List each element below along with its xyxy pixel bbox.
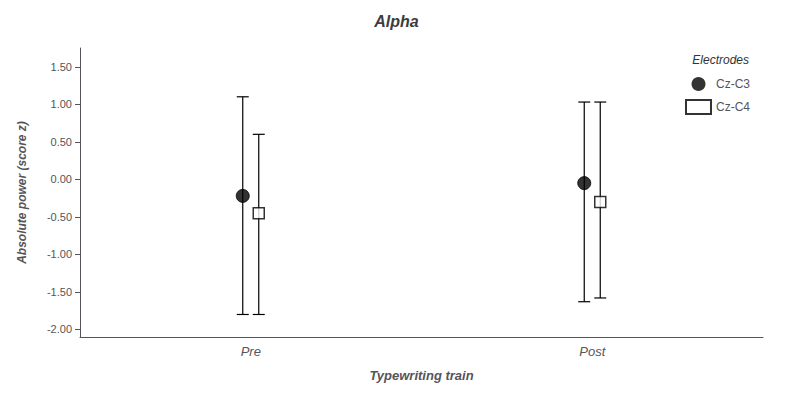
svg-text:Cz-C4: Cz-C4 xyxy=(716,100,750,114)
svg-text:-0.50: -0.50 xyxy=(47,211,72,223)
svg-text:Absolute power (score z): Absolute power (score z) xyxy=(15,121,29,265)
svg-text:0.50: 0.50 xyxy=(51,136,72,148)
svg-text:-1.00: -1.00 xyxy=(47,248,72,260)
svg-text:Alpha: Alpha xyxy=(373,13,419,30)
svg-text:Cz-C3: Cz-C3 xyxy=(716,77,750,91)
svg-text:-2.00: -2.00 xyxy=(47,323,72,335)
svg-text:1.50: 1.50 xyxy=(51,61,72,73)
svg-text:-1.50: -1.50 xyxy=(47,286,72,298)
svg-text:1.00: 1.00 xyxy=(51,98,72,110)
svg-text:Electrodes: Electrodes xyxy=(692,53,749,67)
svg-text:Typewriting train: Typewriting train xyxy=(369,368,473,383)
svg-text:Post: Post xyxy=(579,344,606,359)
svg-text:Pre: Pre xyxy=(241,344,261,359)
svg-text:0.00: 0.00 xyxy=(51,173,72,185)
